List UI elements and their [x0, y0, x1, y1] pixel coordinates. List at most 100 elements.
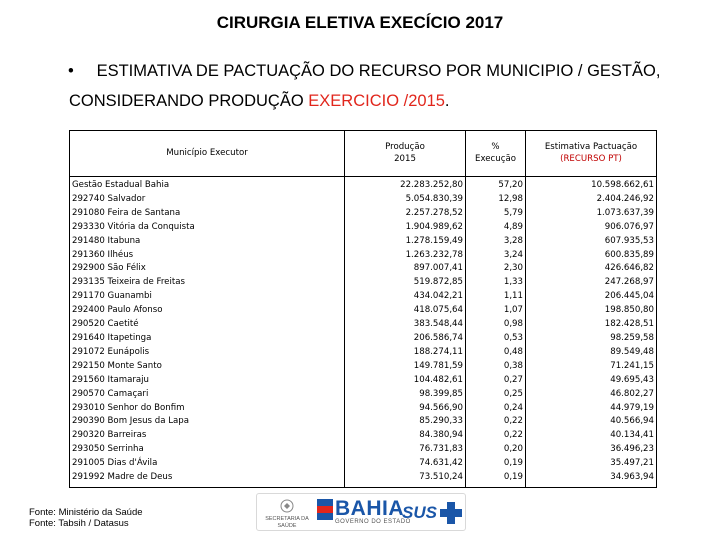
producao-cell: 104.482,61: [413, 374, 463, 385]
percentual-cell: 0,19: [503, 472, 523, 483]
source-line-1: Fonte: Ministério da Saúde: [29, 507, 143, 518]
producao-cell: 519.872,85: [413, 277, 463, 288]
sus-cross-icon: [440, 502, 462, 524]
percentual-cell: 57,20: [498, 180, 523, 190]
municipio-column: Gestão Estadual Bahia 292740 Salvador 2910…: [69, 176, 345, 488]
table-body: Gestão Estadual Bahia 292740 Salvador 2910…: [69, 176, 657, 488]
producao-cell: 74.631,42: [419, 458, 463, 469]
municipio-cell: Gestão Estadual Bahia: [72, 180, 170, 190]
estimativa-cell: 906.076,97: [604, 221, 654, 232]
producao-cell: 188.274,11: [413, 346, 463, 357]
estimativa-cell: 10.598.662,61: [591, 180, 654, 190]
percentual-cell: 3,24: [503, 249, 523, 260]
municipio-cell: 293330 Vitória da Conquista: [72, 221, 195, 232]
municipio-cell: 291360 Ilhéus: [72, 249, 134, 260]
municipio-cell: 291640 Itapetinga: [72, 332, 152, 343]
sus-logo: SUS: [400, 499, 470, 529]
municipio-cell: 290320 Barreiras: [72, 430, 147, 441]
estimativa-column: 10.598.662,61 2.404.246,92 1.073.637,39 906…: [525, 176, 657, 488]
municipio-cell: 291170 Guanambi: [72, 291, 152, 302]
estimativa-cell: 71.241,15: [610, 360, 654, 371]
pactuacao-table: Município Executor Produção 2015 % Execu…: [69, 130, 657, 488]
municipio-cell: 292150 Monte Santo: [72, 360, 162, 371]
bahia-flag-icon: [317, 499, 333, 520]
producao-cell: 434.042,21: [413, 291, 463, 302]
producao-cell: 149.781,59: [413, 360, 463, 371]
estimativa-cell: 206.445,04: [604, 291, 654, 302]
estimativa-cell: 426.646,82: [604, 263, 654, 274]
percentual-cell: 0,38: [503, 360, 523, 371]
bullet-text-line1: • ESTIMATIVA DE PACTUAÇÃO DO RECURSO POR…: [68, 62, 660, 81]
municipio-cell: 290390 Bom Jesus da Lapa: [72, 416, 189, 427]
percentual-cell: 0,27: [503, 374, 523, 385]
municipio-cell: 293010 Senhor do Bonfim: [72, 402, 185, 413]
table-header-row: Município Executor Produção 2015 % Execu…: [69, 130, 657, 177]
producao-cell: 418.075,64: [413, 305, 463, 316]
estimativa-cell: 198.850,80: [604, 305, 654, 316]
header-municipio: Município Executor: [69, 130, 345, 177]
percentual-cell: 0,19: [503, 458, 523, 469]
bullet-line1-text: ESTIMATIVA DE PACTUAÇÃO DO RECURSO POR M…: [96, 62, 661, 80]
percentual-cell: 1,07: [503, 305, 523, 316]
estimativa-cell: 46.802,27: [610, 388, 654, 399]
estimativa-cell: 49.695,43: [610, 374, 654, 385]
estimativa-cell: 2.404.246,92: [596, 193, 654, 204]
producao-cell: 85.290,33: [419, 416, 463, 427]
producao-cell: 1.263.232,78: [405, 249, 463, 260]
municipio-cell: 291480 Itabuna: [72, 235, 141, 246]
percentual-column: 57,20 12,98 5,79 4,89 3,28 3,24 2,30 1,33 1,11 1,…: [465, 176, 526, 488]
bullet-line2-highlight: EXERCICIO /2015: [308, 92, 445, 110]
bullet-line2-post: .: [444, 92, 450, 110]
percentual-cell: 3,28: [503, 235, 523, 246]
producao-cell: 5.054.830,39: [405, 193, 463, 204]
percentual-cell: 5,79: [503, 207, 523, 218]
municipio-cell: 291560 Itamaraju: [72, 374, 149, 385]
bullet-text-line2: CONSIDERANDO PRODUÇÃO EXERCICIO /2015.: [69, 92, 450, 111]
municipio-cell: 293135 Teixeira de Freitas: [72, 277, 185, 288]
producao-cell: 383.548,44: [413, 319, 463, 330]
estimativa-cell: 40.566,94: [610, 416, 654, 427]
percentual-cell: 0,22: [503, 416, 523, 427]
percentual-cell: 0,20: [503, 444, 523, 455]
estimativa-cell: 247.268,97: [604, 277, 654, 288]
percentual-cell: 0,24: [503, 402, 523, 413]
estimativa-cell: 607.935,53: [604, 235, 654, 246]
seal-icon: [280, 499, 294, 513]
source-line-2: Fonte: Tabsih / Datasus: [29, 518, 129, 529]
municipio-cell: 292400 Paulo Afonso: [72, 305, 163, 316]
header-estimativa: Estimativa Pactuação (RECURSO PT): [525, 130, 657, 177]
governo-bahia-logo: SECRETARIA DA SAÚDE BAHIA GOVERNO DO EST…: [256, 493, 466, 531]
producao-cell: 98.399,85: [419, 388, 463, 399]
producao-cell: 84.380,94: [419, 430, 463, 441]
municipio-cell: 292740 Salvador: [72, 193, 146, 204]
producao-cell: 2.257.278,52: [405, 207, 463, 218]
estimativa-cell: 40.134,41: [610, 430, 654, 441]
estimativa-cell: 1.073.637,39: [596, 207, 654, 218]
estimativa-cell: 182.428,51: [604, 319, 654, 330]
header-producao: Produção 2015: [344, 130, 466, 177]
producao-cell: 73.510,24: [419, 472, 463, 483]
percentual-cell: 1,11: [503, 291, 523, 302]
municipio-cell: 291992 Madre de Deus: [72, 472, 173, 483]
producao-cell: 206.586,74: [413, 332, 463, 343]
percentual-cell: 0,25: [503, 388, 523, 399]
municipio-cell: 293050 Serrinha: [72, 444, 144, 455]
estimativa-cell: 600.835,89: [604, 249, 654, 260]
producao-column: 22.283.252,80 5.054.830,39 2.257.278,52 1.9…: [344, 176, 466, 488]
percentual-cell: 0,98: [503, 319, 523, 330]
producao-cell: 94.566,90: [419, 402, 463, 413]
producao-cell: 1.278.159,49: [405, 235, 463, 246]
header-percentual: % Execução: [465, 130, 526, 177]
bahia-wordmark: BAHIA GOVERNO DO ESTADO: [317, 497, 457, 527]
percentual-cell: 0,53: [503, 332, 523, 343]
bullet-line2-pre: CONSIDERANDO PRODUÇÃO: [69, 92, 309, 110]
municipio-cell: 291080 Feira de Santana: [72, 207, 181, 218]
page-title: CIRURGIA ELETIVA EXECÍCIO 2017: [216, 13, 504, 32]
percentual-cell: 0,22: [503, 430, 523, 441]
secretaria-saude-seal: SECRETARIA DA SAÚDE: [265, 499, 309, 529]
estimativa-cell: 89.549,48: [610, 346, 654, 357]
estimativa-cell: 35.497,21: [610, 458, 654, 469]
municipio-cell: 290520 Caetité: [72, 319, 139, 330]
source-note: Fonte: Ministério da Saúde Fonte: Tabsih…: [29, 507, 143, 529]
percentual-cell: 1,33: [503, 277, 523, 288]
